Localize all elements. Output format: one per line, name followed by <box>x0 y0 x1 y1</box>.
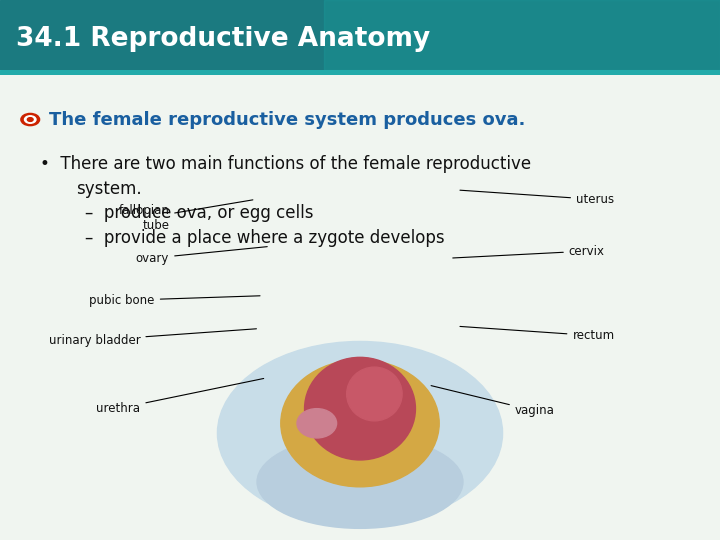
Circle shape <box>27 118 33 122</box>
Text: The female reproductive system produces ova.: The female reproductive system produces … <box>49 111 526 129</box>
Ellipse shape <box>297 409 337 438</box>
Bar <box>324 0 720 70</box>
Text: fallopian
tube: fallopian tube <box>118 200 253 232</box>
Ellipse shape <box>217 341 503 525</box>
Text: system.: system. <box>76 180 141 198</box>
Ellipse shape <box>257 436 463 528</box>
Circle shape <box>21 113 40 126</box>
Text: cervix: cervix <box>453 245 605 258</box>
Text: –  produce ova, or egg cells: – produce ova, or egg cells <box>85 205 313 222</box>
Circle shape <box>24 116 36 123</box>
Text: urinary bladder: urinary bladder <box>49 329 256 347</box>
Ellipse shape <box>281 360 439 487</box>
Text: •  There are two main functions of the female reproductive: • There are two main functions of the fe… <box>40 155 531 173</box>
Text: –  provide a place where a zygote develops: – provide a place where a zygote develop… <box>85 229 444 247</box>
Text: uterus: uterus <box>460 190 614 206</box>
Text: urethra: urethra <box>96 379 264 415</box>
Text: rectum: rectum <box>460 327 615 342</box>
Ellipse shape <box>305 357 415 460</box>
Text: 34.1 Reproductive Anatomy: 34.1 Reproductive Anatomy <box>16 26 430 52</box>
Text: pubic bone: pubic bone <box>89 294 260 307</box>
Ellipse shape <box>347 367 402 421</box>
Text: ovary: ovary <box>136 247 267 265</box>
Text: vagina: vagina <box>431 386 554 417</box>
